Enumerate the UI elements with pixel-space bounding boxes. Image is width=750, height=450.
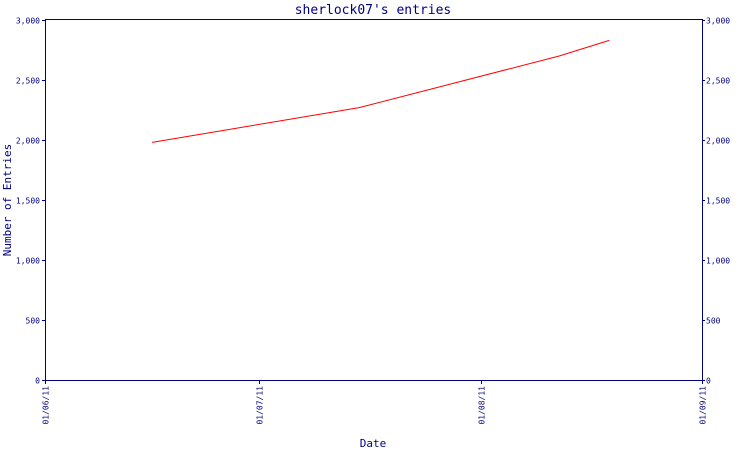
y-tick-label-right: 0 [706, 377, 711, 386]
x-tick-label: 01/08/11 [478, 386, 487, 425]
chart-title: sherlock07's entries [295, 3, 452, 18]
y-tick-label-right: 3,000 [706, 17, 730, 26]
y-axis-left: 0 500 1,000 1,500 2,000 2,500 3,000 [16, 17, 45, 386]
y-tick-label-right: 1,500 [706, 197, 730, 206]
y-tick-label-left: 1,500 [16, 197, 40, 206]
series-line [152, 39, 610, 143]
x-axis: 01/06/11 01/07/11 01/08/11 01/09/11 [42, 380, 708, 425]
y-tick-label-left: 500 [26, 317, 41, 326]
y-tick-label-right: 2,000 [706, 137, 730, 146]
y-tick-label-left: 1,000 [16, 257, 40, 266]
y-tick-label-right: 1,000 [706, 257, 730, 266]
y-tick-label-left: 0 [35, 377, 40, 386]
x-tick-label: 01/06/11 [42, 386, 51, 425]
x-tick-label: 01/07/11 [256, 386, 265, 425]
plot-area-frame [45, 19, 703, 381]
x-tick-label: 01/09/11 [699, 386, 708, 425]
y-tick-label-right: 500 [706, 317, 721, 326]
y-tick-label-left: 2,000 [16, 137, 40, 146]
y-tick-label-left: 3,000 [16, 17, 40, 26]
y-axis-label: Number of Entries [1, 144, 14, 257]
y-axis-right: 0 500 1,000 1,500 2,000 2,500 3,000 [702, 17, 730, 386]
y-tick-label-right: 2,500 [706, 77, 730, 86]
x-axis-label: Date [360, 437, 387, 450]
y-tick-label-left: 2,500 [16, 77, 40, 86]
